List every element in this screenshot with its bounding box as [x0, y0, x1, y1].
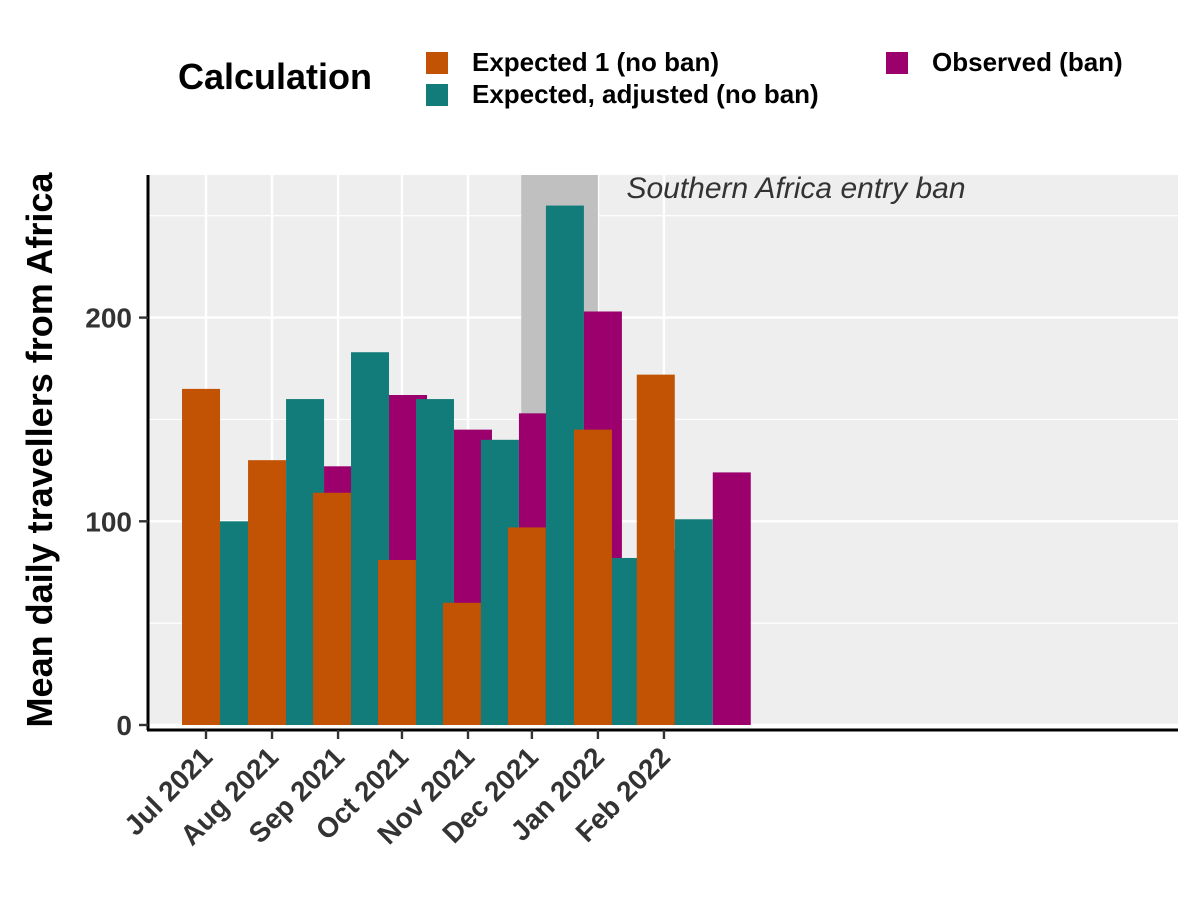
- bar-expected-1-no-ban--1: [248, 460, 287, 725]
- legend-label-expected-adjusted: Expected, adjusted (no ban): [472, 79, 819, 109]
- y-tick-label: 0: [116, 710, 132, 741]
- legend-item-expected-adjusted: Expected, adjusted (no ban): [424, 79, 819, 110]
- bar-expected-1-no-ban--7: [636, 374, 675, 725]
- bar-expected-adjusted-no-ban--7: [674, 519, 713, 725]
- legend-swatch-expected-adjusted: [424, 81, 450, 108]
- legend-swatch-expected-1: [424, 49, 450, 76]
- legend-label-observed: Observed (ban): [932, 47, 1123, 77]
- legend-label-expected-1: Expected 1 (no ban): [472, 47, 720, 77]
- annotation-text: Southern Africa entry ban: [626, 172, 965, 205]
- bar-expected-1-no-ban--5: [507, 527, 546, 725]
- bar-observed-ban--7: [712, 472, 751, 725]
- bar-expected-1-no-ban--0: [182, 388, 221, 725]
- legend-title: Calculation: [178, 56, 373, 97]
- legend-swatch-observed: [884, 49, 910, 76]
- bar-expected-1-no-ban--6: [573, 429, 612, 725]
- legend-item-expected-1: Expected 1 (no ban): [424, 47, 719, 78]
- y-tick-label: 200: [85, 303, 132, 334]
- bar-expected-1-no-ban--3: [377, 560, 416, 725]
- bar-expected-1-no-ban--2: [313, 492, 352, 725]
- bar-expected-1-no-ban--4: [442, 602, 481, 725]
- y-tick-label: 100: [85, 506, 132, 537]
- legend-item-observed: Observed (ban): [884, 47, 1123, 78]
